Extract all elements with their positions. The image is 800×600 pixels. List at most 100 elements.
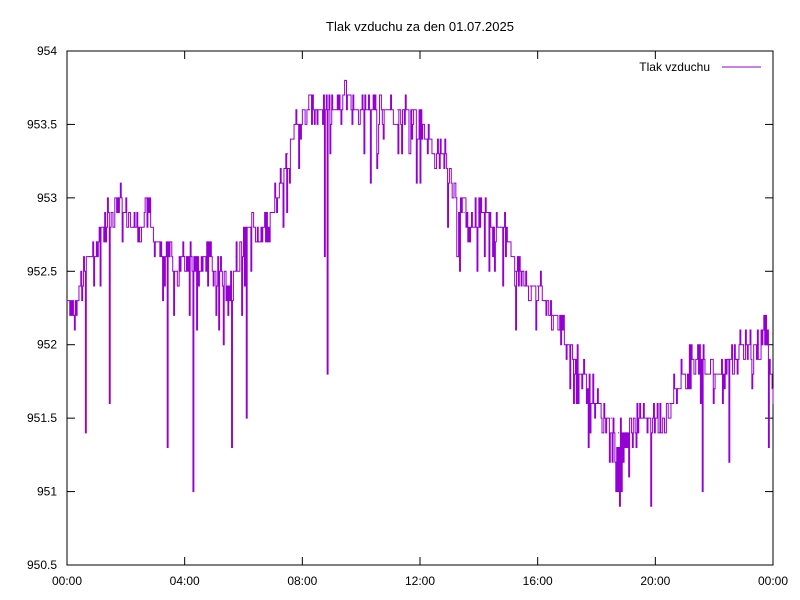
data-point bbox=[294, 123, 296, 126]
data-point bbox=[213, 270, 215, 272]
data-point bbox=[169, 256, 171, 258]
data-point bbox=[110, 211, 112, 214]
data-point bbox=[279, 182, 281, 184]
data-point bbox=[713, 373, 715, 375]
data-point bbox=[426, 138, 428, 140]
data-point bbox=[184, 256, 186, 258]
x-tick-label: 04:00 bbox=[170, 574, 200, 588]
y-tick-label: 951.5 bbox=[27, 411, 57, 425]
data-point bbox=[478, 211, 480, 214]
data-point bbox=[595, 402, 598, 405]
x-tick-label: 00:00 bbox=[758, 574, 788, 588]
legend-label-tlak-vzduchu: Tlak vzduchu bbox=[639, 60, 710, 74]
data-point bbox=[470, 226, 473, 228]
data-point bbox=[522, 270, 524, 272]
data-point bbox=[228, 285, 230, 287]
y-tick-label: 953 bbox=[37, 191, 57, 205]
data-point bbox=[515, 270, 517, 272]
data-point bbox=[272, 211, 274, 214]
data-point bbox=[154, 241, 156, 243]
x-tick-label: 08:00 bbox=[287, 574, 317, 588]
data-point bbox=[640, 417, 642, 419]
data-point bbox=[720, 373, 723, 375]
data-point bbox=[441, 153, 443, 155]
data-point bbox=[551, 314, 553, 316]
data-point bbox=[654, 417, 656, 419]
data-point bbox=[139, 226, 142, 228]
x-axis: 00:00 04:00 08:00 12:00 16:00 20:00 00:00 bbox=[52, 51, 788, 588]
data-point bbox=[537, 285, 539, 287]
data-point bbox=[742, 344, 745, 346]
y-tick-label: 952 bbox=[37, 338, 57, 352]
data-point bbox=[625, 432, 627, 434]
data-point bbox=[345, 94, 348, 96]
data-point bbox=[404, 109, 406, 111]
data-point bbox=[573, 358, 576, 360]
data-point bbox=[669, 402, 671, 405]
data-point bbox=[448, 167, 451, 170]
data-point bbox=[162, 256, 164, 258]
y-tick-label: 951 bbox=[37, 485, 57, 499]
data-point bbox=[117, 197, 120, 199]
data-point bbox=[132, 226, 134, 228]
data-point bbox=[662, 417, 664, 419]
data-point bbox=[147, 211, 149, 214]
chart-title: Tlak vzduchu za den 01.07.2025 bbox=[326, 19, 514, 34]
data-point bbox=[566, 344, 568, 346]
data-point bbox=[375, 109, 377, 111]
data-point bbox=[750, 344, 752, 346]
data-point bbox=[463, 211, 465, 214]
data-point bbox=[81, 285, 83, 287]
data-point bbox=[220, 270, 223, 272]
data-point bbox=[772, 402, 774, 405]
data-point bbox=[389, 109, 392, 111]
data-point bbox=[191, 256, 193, 258]
data-point bbox=[206, 256, 208, 258]
data-point bbox=[331, 109, 333, 111]
y-tick-label: 953.5 bbox=[27, 117, 57, 131]
data-point bbox=[529, 285, 531, 287]
y-axis: 950.5 951 951.5 952 952.5 953 953.5 954 bbox=[27, 44, 773, 572]
data-point bbox=[309, 109, 311, 111]
data-point bbox=[456, 197, 458, 199]
data-point bbox=[323, 109, 325, 111]
data-point bbox=[647, 417, 649, 419]
data-point bbox=[235, 256, 237, 258]
x-tick-label: 16:00 bbox=[523, 574, 553, 588]
legend: Tlak vzduchu bbox=[639, 60, 761, 74]
x-tick-label: 20:00 bbox=[640, 574, 670, 588]
data-point bbox=[257, 241, 259, 243]
data-point bbox=[264, 226, 267, 228]
data-point bbox=[382, 109, 384, 111]
data-point bbox=[691, 358, 693, 360]
data-point bbox=[588, 388, 590, 390]
data-point bbox=[287, 153, 289, 155]
data-point bbox=[125, 211, 127, 214]
data-point bbox=[66, 300, 68, 302]
data-point bbox=[544, 300, 546, 302]
data-point bbox=[559, 329, 561, 331]
x-tick-label: 00:00 bbox=[52, 574, 82, 588]
data-point bbox=[728, 358, 730, 360]
data-point bbox=[684, 373, 686, 375]
data-point bbox=[250, 226, 252, 228]
data-point bbox=[617, 432, 620, 434]
data-point bbox=[765, 329, 767, 331]
data-point bbox=[419, 123, 421, 126]
data-point bbox=[492, 226, 495, 228]
data-point bbox=[610, 417, 612, 419]
data-point bbox=[698, 358, 701, 360]
data-point bbox=[434, 153, 436, 155]
data-point bbox=[706, 373, 708, 375]
data-point bbox=[88, 256, 90, 258]
y-tick-label: 952.5 bbox=[27, 264, 57, 278]
data-point bbox=[603, 417, 605, 419]
data-point bbox=[412, 109, 414, 111]
data-point bbox=[176, 270, 178, 272]
data-point bbox=[676, 388, 679, 390]
y-tick-label: 954 bbox=[37, 44, 57, 58]
data-point bbox=[632, 432, 634, 434]
data-point bbox=[360, 109, 362, 111]
